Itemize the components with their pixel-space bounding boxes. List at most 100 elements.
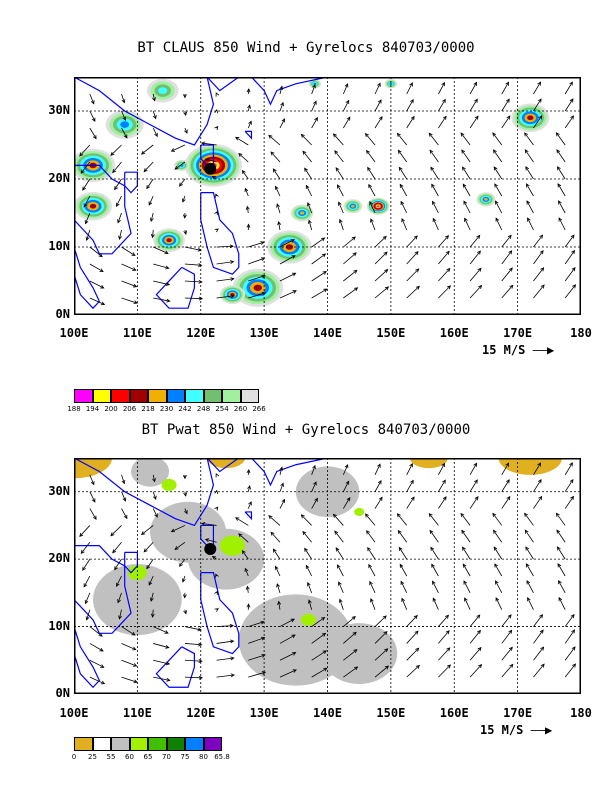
wind-vector-head: [261, 292, 267, 296]
wind-vector: [438, 664, 451, 678]
wind-vector: [153, 626, 169, 634]
wind-vector-head: [246, 223, 251, 228]
wind-vector-head: [307, 202, 311, 207]
wind-vector: [374, 83, 381, 95]
cloud-contour: [253, 284, 263, 291]
wind-vector-head: [118, 235, 122, 240]
wind-vector: [406, 496, 415, 509]
wind-vector-head: [474, 115, 479, 120]
wind-vector-head: [272, 168, 277, 173]
wind-vector-head: [150, 233, 155, 239]
wind-vector: [469, 479, 478, 492]
wind-vector: [524, 149, 534, 163]
wind-vector-head: [494, 563, 498, 568]
wind-vector-head: [537, 479, 542, 484]
wind-vector-head: [280, 482, 284, 487]
wind-vector: [374, 497, 383, 509]
wind-vector-head: [112, 169, 117, 174]
wind-vector: [201, 523, 217, 526]
cloud-contour: [527, 115, 534, 121]
wind-vector: [525, 546, 534, 560]
wind-vector-head: [460, 512, 465, 518]
wind-vector: [368, 184, 376, 197]
wind-vector: [429, 149, 439, 163]
wind-vector-head: [538, 115, 543, 120]
colorbar-label: 25: [88, 753, 97, 761]
wind-vector: [564, 462, 573, 476]
wind-vector: [533, 646, 544, 661]
coastline: [200, 572, 240, 655]
wind-vector: [495, 597, 503, 610]
wind-vector-head: [91, 498, 96, 503]
wind-vector: [495, 580, 503, 594]
wind-vector-head: [409, 463, 413, 468]
wind-vector-head: [495, 597, 500, 602]
wind-vector-head: [378, 116, 383, 121]
wind-vector-head: [133, 300, 138, 305]
wind-vector: [308, 600, 313, 610]
coastline: [200, 191, 240, 275]
wind-vector-head: [292, 669, 297, 673]
wind-vector: [110, 144, 122, 156]
wind-vector: [438, 630, 450, 644]
wind-vector-head: [277, 220, 282, 226]
wind-vector-head: [474, 496, 479, 501]
chart-plot-area: [74, 77, 581, 315]
wind-vector: [184, 127, 188, 134]
wind-vector: [342, 83, 349, 95]
wind-vector: [242, 170, 249, 180]
wind-vector-head: [538, 495, 543, 501]
wind-vector: [406, 480, 414, 492]
x-tick-label: 110E: [122, 706, 152, 720]
chart-plot-area: [74, 458, 581, 694]
colorbar-swatch: [74, 389, 93, 403]
wind-vector-head: [537, 462, 541, 467]
wind-vector-head: [260, 636, 266, 641]
wind-vector: [533, 663, 545, 678]
wind-vector-head: [323, 667, 328, 672]
wind-vector-head: [152, 495, 157, 501]
colorbar-swatch: [129, 389, 148, 403]
wind-vector-head: [321, 253, 327, 258]
wind-vector-head: [100, 664, 105, 668]
wind-vector: [311, 84, 316, 95]
wind-vector: [112, 161, 122, 173]
colorbar-swatch: [185, 737, 204, 751]
reference-vector-text: 15 M/S: [482, 343, 526, 357]
wind-vector: [469, 115, 479, 129]
wind-vector-head: [229, 623, 234, 628]
wind-vector-head: [446, 664, 451, 669]
x-tick-label: 100E: [59, 326, 89, 340]
wind-vector-head: [346, 496, 351, 502]
wind-vector: [501, 462, 509, 476]
wind-vector-head: [446, 285, 451, 290]
wind-vector: [184, 643, 202, 646]
wind-vector: [533, 479, 542, 492]
wind-vector: [333, 514, 344, 526]
pwat-contour: [321, 623, 398, 684]
wind-vector: [374, 631, 388, 644]
wind-vector: [305, 185, 313, 197]
wind-vector-head: [383, 251, 388, 256]
cloud-contour: [166, 238, 172, 243]
wind-vector: [85, 212, 91, 224]
coastline: [124, 171, 138, 194]
wind-vector: [558, 200, 566, 214]
wind-vector: [564, 496, 574, 509]
wind-vector: [89, 297, 105, 305]
x-tick-label: 150E: [376, 706, 406, 720]
wind-vector: [564, 646, 576, 661]
wind-vector: [374, 251, 388, 265]
wind-vector: [307, 202, 313, 214]
wind-vector: [85, 592, 91, 604]
wind-vector-head: [247, 485, 251, 490]
wind-vector-head: [384, 268, 389, 273]
wind-vector-head: [274, 185, 279, 190]
wind-vector-head: [505, 462, 510, 467]
wind-vector: [501, 82, 509, 95]
wind-vector: [460, 513, 471, 526]
wind-vector: [374, 286, 389, 299]
wind-vector: [432, 201, 439, 214]
wind-vector-head: [91, 117, 96, 123]
wind-vector: [184, 246, 202, 251]
